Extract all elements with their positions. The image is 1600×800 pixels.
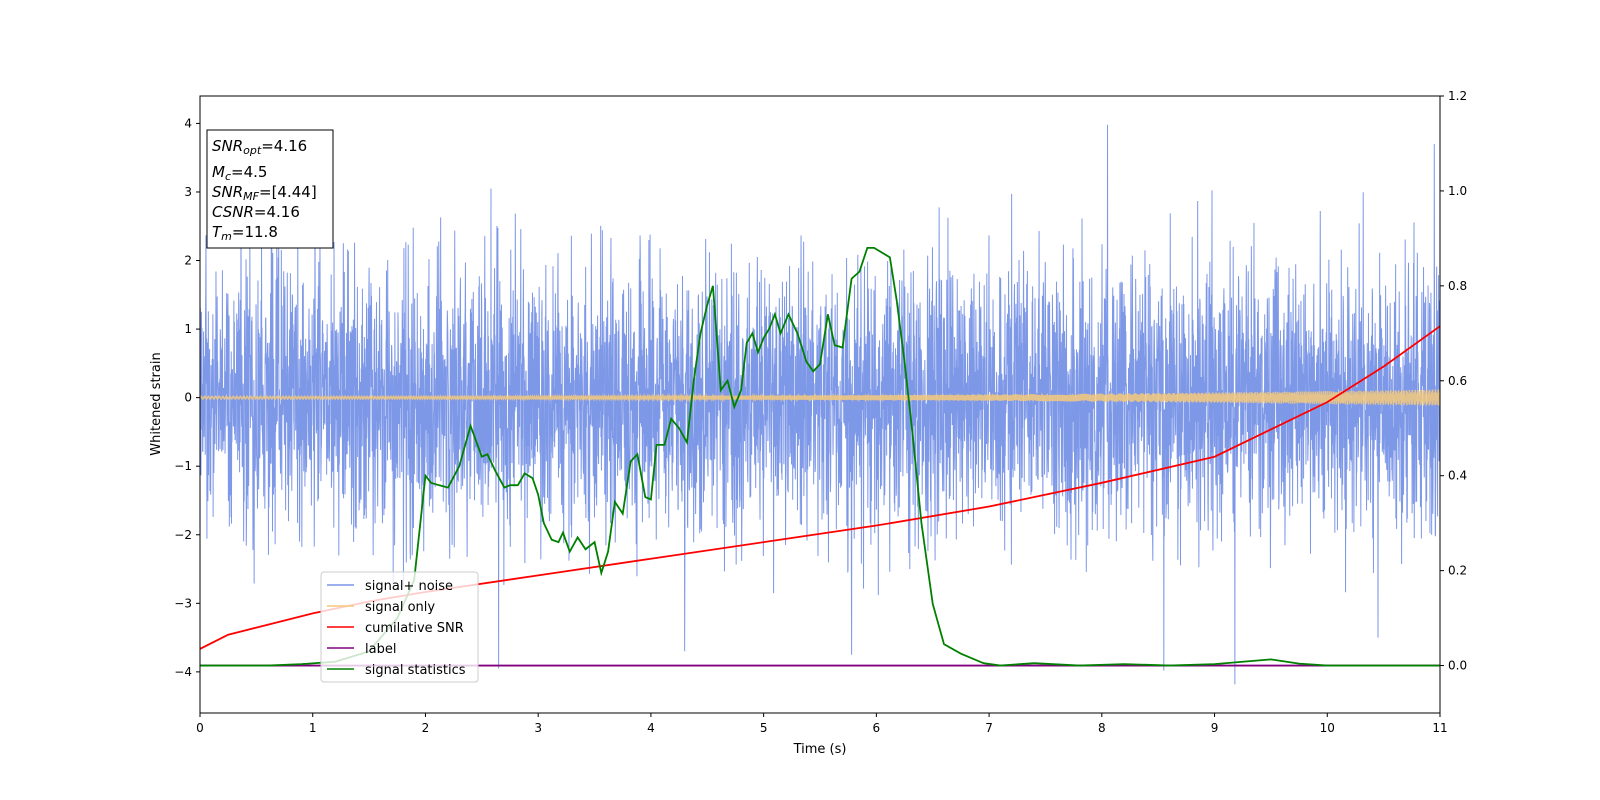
legend-entry-signal-noise: signal+ noise — [327, 579, 453, 594]
info-mc: Mc=4.5 — [212, 163, 267, 183]
x-tick-label: 1 — [309, 721, 317, 735]
series-signal-only — [200, 389, 1440, 406]
y2-tick-label: 0.6 — [1448, 374, 1467, 388]
x-tick-label: 6 — [873, 721, 881, 735]
series-signal-statistics — [200, 246, 1440, 667]
y2-tick-label: 0.8 — [1448, 279, 1467, 293]
y2-tick-label: 0.4 — [1448, 469, 1467, 483]
legend-entry-signal-statistics: signal statistics — [327, 663, 466, 678]
y-tick-label: 0 — [184, 391, 192, 405]
info-snr-mf: SNRMF=[4.44] — [212, 183, 317, 203]
y-tick-label: −2 — [174, 528, 192, 542]
y2-tick-label: 1.2 — [1448, 89, 1467, 103]
legend: signal+ noise signal only cumilative SNR… — [320, 571, 479, 683]
legend-label: signal+ noise — [365, 579, 453, 594]
axes: 0 1 2 3 4 5 6 7 8 9 10 11 −4 −3 −2 −1 0 1 2 3 4 0.0 0.2 0.4 0.6 0… — [174, 89, 1467, 735]
info-tm: Tm=11.8 — [212, 223, 278, 243]
y-tick-label: 3 — [184, 185, 192, 199]
legend-label: label — [365, 642, 396, 657]
y-tick-label: 4 — [184, 116, 192, 130]
y2-tick-label: 0.0 — [1448, 659, 1467, 673]
info-snr-opt: SNRopt=4.16 — [212, 137, 307, 157]
legend-entry-cumulative-snr: cumilative SNR — [327, 621, 464, 636]
legend-label: signal only — [365, 600, 435, 615]
y2-tick-label: 1.0 — [1448, 184, 1467, 198]
legend-entry-signal-only: signal only — [327, 600, 435, 615]
info-csnr: CSNR=4.16 — [212, 203, 300, 221]
y2-tick-label: 0.2 — [1448, 564, 1467, 578]
x-tick-label: 3 — [534, 721, 542, 735]
x-tick-label: 4 — [647, 721, 655, 735]
x-tick-label: 8 — [1098, 721, 1106, 735]
y-tick-label: 1 — [184, 322, 192, 336]
x-tick-label: 7 — [985, 721, 993, 735]
y-tick-label: 2 — [184, 254, 192, 268]
legend-entry-label: label — [327, 642, 396, 657]
x-axis-label: Time (s) — [793, 742, 847, 757]
x-tick-label: 9 — [1211, 721, 1219, 735]
x-tick-label: 10 — [1320, 721, 1335, 735]
y-axis-label: Whitened strain — [149, 352, 164, 455]
x-tick-label: 0 — [196, 721, 204, 735]
series-cumulative-snr — [200, 325, 1440, 650]
legend-label: cumilative SNR — [365, 621, 464, 636]
legend-label: signal statistics — [365, 663, 466, 678]
x-tick-label: 2 — [422, 721, 430, 735]
x-tick-label: 11 — [1432, 721, 1447, 735]
y-tick-label: −3 — [174, 596, 192, 610]
x-tick-label: 5 — [760, 721, 768, 735]
y-tick-label: −1 — [174, 459, 192, 473]
plot-frame — [199, 95, 1441, 714]
y-tick-label: −4 — [174, 665, 192, 679]
info-box: SNRopt=4.16 Mc=4.5 SNRMF=[4.44] CSNR=4.1… — [206, 129, 334, 249]
series-signal-noise — [200, 124, 1440, 685]
